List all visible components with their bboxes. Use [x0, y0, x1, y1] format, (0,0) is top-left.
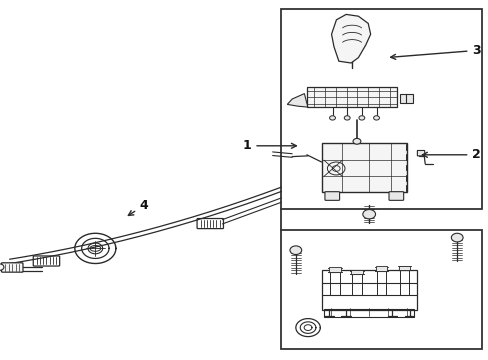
Circle shape	[344, 116, 349, 120]
FancyBboxPatch shape	[405, 94, 412, 103]
FancyBboxPatch shape	[350, 270, 362, 274]
FancyBboxPatch shape	[399, 94, 406, 103]
FancyBboxPatch shape	[321, 143, 406, 192]
Circle shape	[358, 116, 364, 120]
Circle shape	[0, 264, 4, 270]
Bar	[281, 9, 481, 209]
Circle shape	[329, 116, 335, 120]
Circle shape	[289, 246, 301, 255]
FancyBboxPatch shape	[306, 87, 396, 107]
Text: 4: 4	[128, 199, 148, 215]
Text: 3: 3	[390, 44, 480, 59]
FancyBboxPatch shape	[1, 263, 23, 272]
Circle shape	[450, 233, 462, 242]
Text: 2: 2	[422, 148, 480, 161]
FancyBboxPatch shape	[328, 267, 340, 272]
FancyBboxPatch shape	[324, 192, 339, 200]
FancyBboxPatch shape	[375, 266, 386, 271]
Circle shape	[352, 139, 360, 144]
FancyBboxPatch shape	[388, 192, 403, 200]
Circle shape	[362, 210, 375, 219]
Text: 1: 1	[242, 139, 296, 152]
FancyBboxPatch shape	[417, 150, 424, 156]
Polygon shape	[286, 94, 307, 107]
FancyBboxPatch shape	[398, 266, 409, 270]
Polygon shape	[331, 14, 370, 63]
Bar	[281, 230, 481, 349]
Circle shape	[373, 116, 379, 120]
